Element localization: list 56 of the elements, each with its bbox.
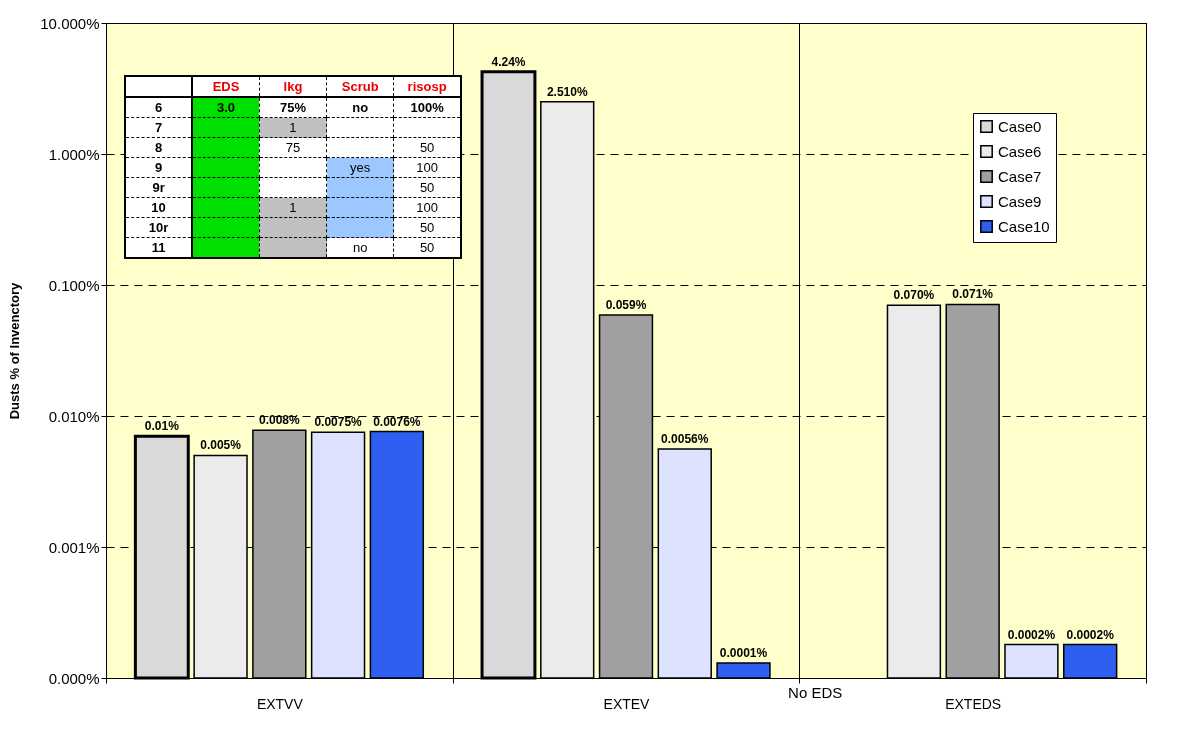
annotation: 100% xyxy=(393,97,461,118)
annotation: 9 xyxy=(125,157,193,178)
annotation: no xyxy=(326,237,394,258)
annotation: 50 xyxy=(393,217,461,238)
data-label: 0.059% xyxy=(605,298,647,313)
data-label: 0.005% xyxy=(200,438,242,453)
annotation: 10r xyxy=(125,217,193,238)
annotation: 75 xyxy=(259,137,327,158)
annotation: 1 xyxy=(259,197,327,218)
data-label: 0.071% xyxy=(952,287,994,302)
data-label: 0.0002% xyxy=(1066,627,1115,642)
annotation: 50 xyxy=(393,177,461,198)
y-tick-label: 1.000% xyxy=(48,145,100,163)
data-label: 0.0056% xyxy=(661,431,709,446)
annotation: 3.0 xyxy=(192,97,260,118)
annotation: 11 xyxy=(125,237,193,258)
annotation: risosp xyxy=(393,76,461,97)
y-axis-title: Dusts % of Invenctory xyxy=(7,281,23,420)
data-label: 0.01% xyxy=(144,419,180,434)
legend-label: Case0 xyxy=(998,117,1042,135)
data-label: 0.0076% xyxy=(373,414,421,429)
legend-label: Case10 xyxy=(998,217,1050,235)
y-tick-label: 10.000% xyxy=(40,14,100,32)
x-tick-label: EXTEDS xyxy=(945,695,1002,712)
data-label: 0.0001% xyxy=(719,646,768,661)
data-label: 4.24% xyxy=(491,54,526,69)
annotation: Scrub xyxy=(326,76,394,97)
annotation: 100 xyxy=(393,197,461,218)
y-tick-label: 0.000% xyxy=(48,669,100,687)
annotation: 6 xyxy=(125,97,193,118)
y-tick-label: 0.001% xyxy=(48,538,100,556)
data-label: 0.0075% xyxy=(314,415,363,430)
annotation: 100 xyxy=(393,157,461,178)
legend-label: Case9 xyxy=(998,192,1042,210)
annotation: 8 xyxy=(125,137,193,158)
annotation: lkg xyxy=(259,76,327,97)
legend-label: Case7 xyxy=(998,167,1042,185)
annotation: no xyxy=(326,97,394,118)
annotation: 10 xyxy=(125,197,193,218)
annotation: 75% xyxy=(259,97,327,118)
annotation: EDS xyxy=(192,76,260,97)
data-label: 2.510% xyxy=(546,84,588,99)
annotation: 50 xyxy=(393,237,461,258)
x-tick-label: EXTEV xyxy=(603,695,651,712)
y-tick-label: 0.010% xyxy=(48,407,100,425)
data-label: 0.070% xyxy=(893,288,935,303)
annotation: yes xyxy=(326,157,394,178)
annotation: 9r xyxy=(125,177,193,198)
y-tick-label: 0.100% xyxy=(48,276,100,294)
legend-label: Case6 xyxy=(998,142,1042,160)
annotation: 1 xyxy=(259,117,327,138)
x-tick-label: EXTVV xyxy=(256,695,304,712)
annotation: 50 xyxy=(393,137,461,158)
text: No EDS xyxy=(788,684,843,701)
data-label: 0.0002% xyxy=(1007,627,1056,642)
annotation: 7 xyxy=(125,117,193,138)
